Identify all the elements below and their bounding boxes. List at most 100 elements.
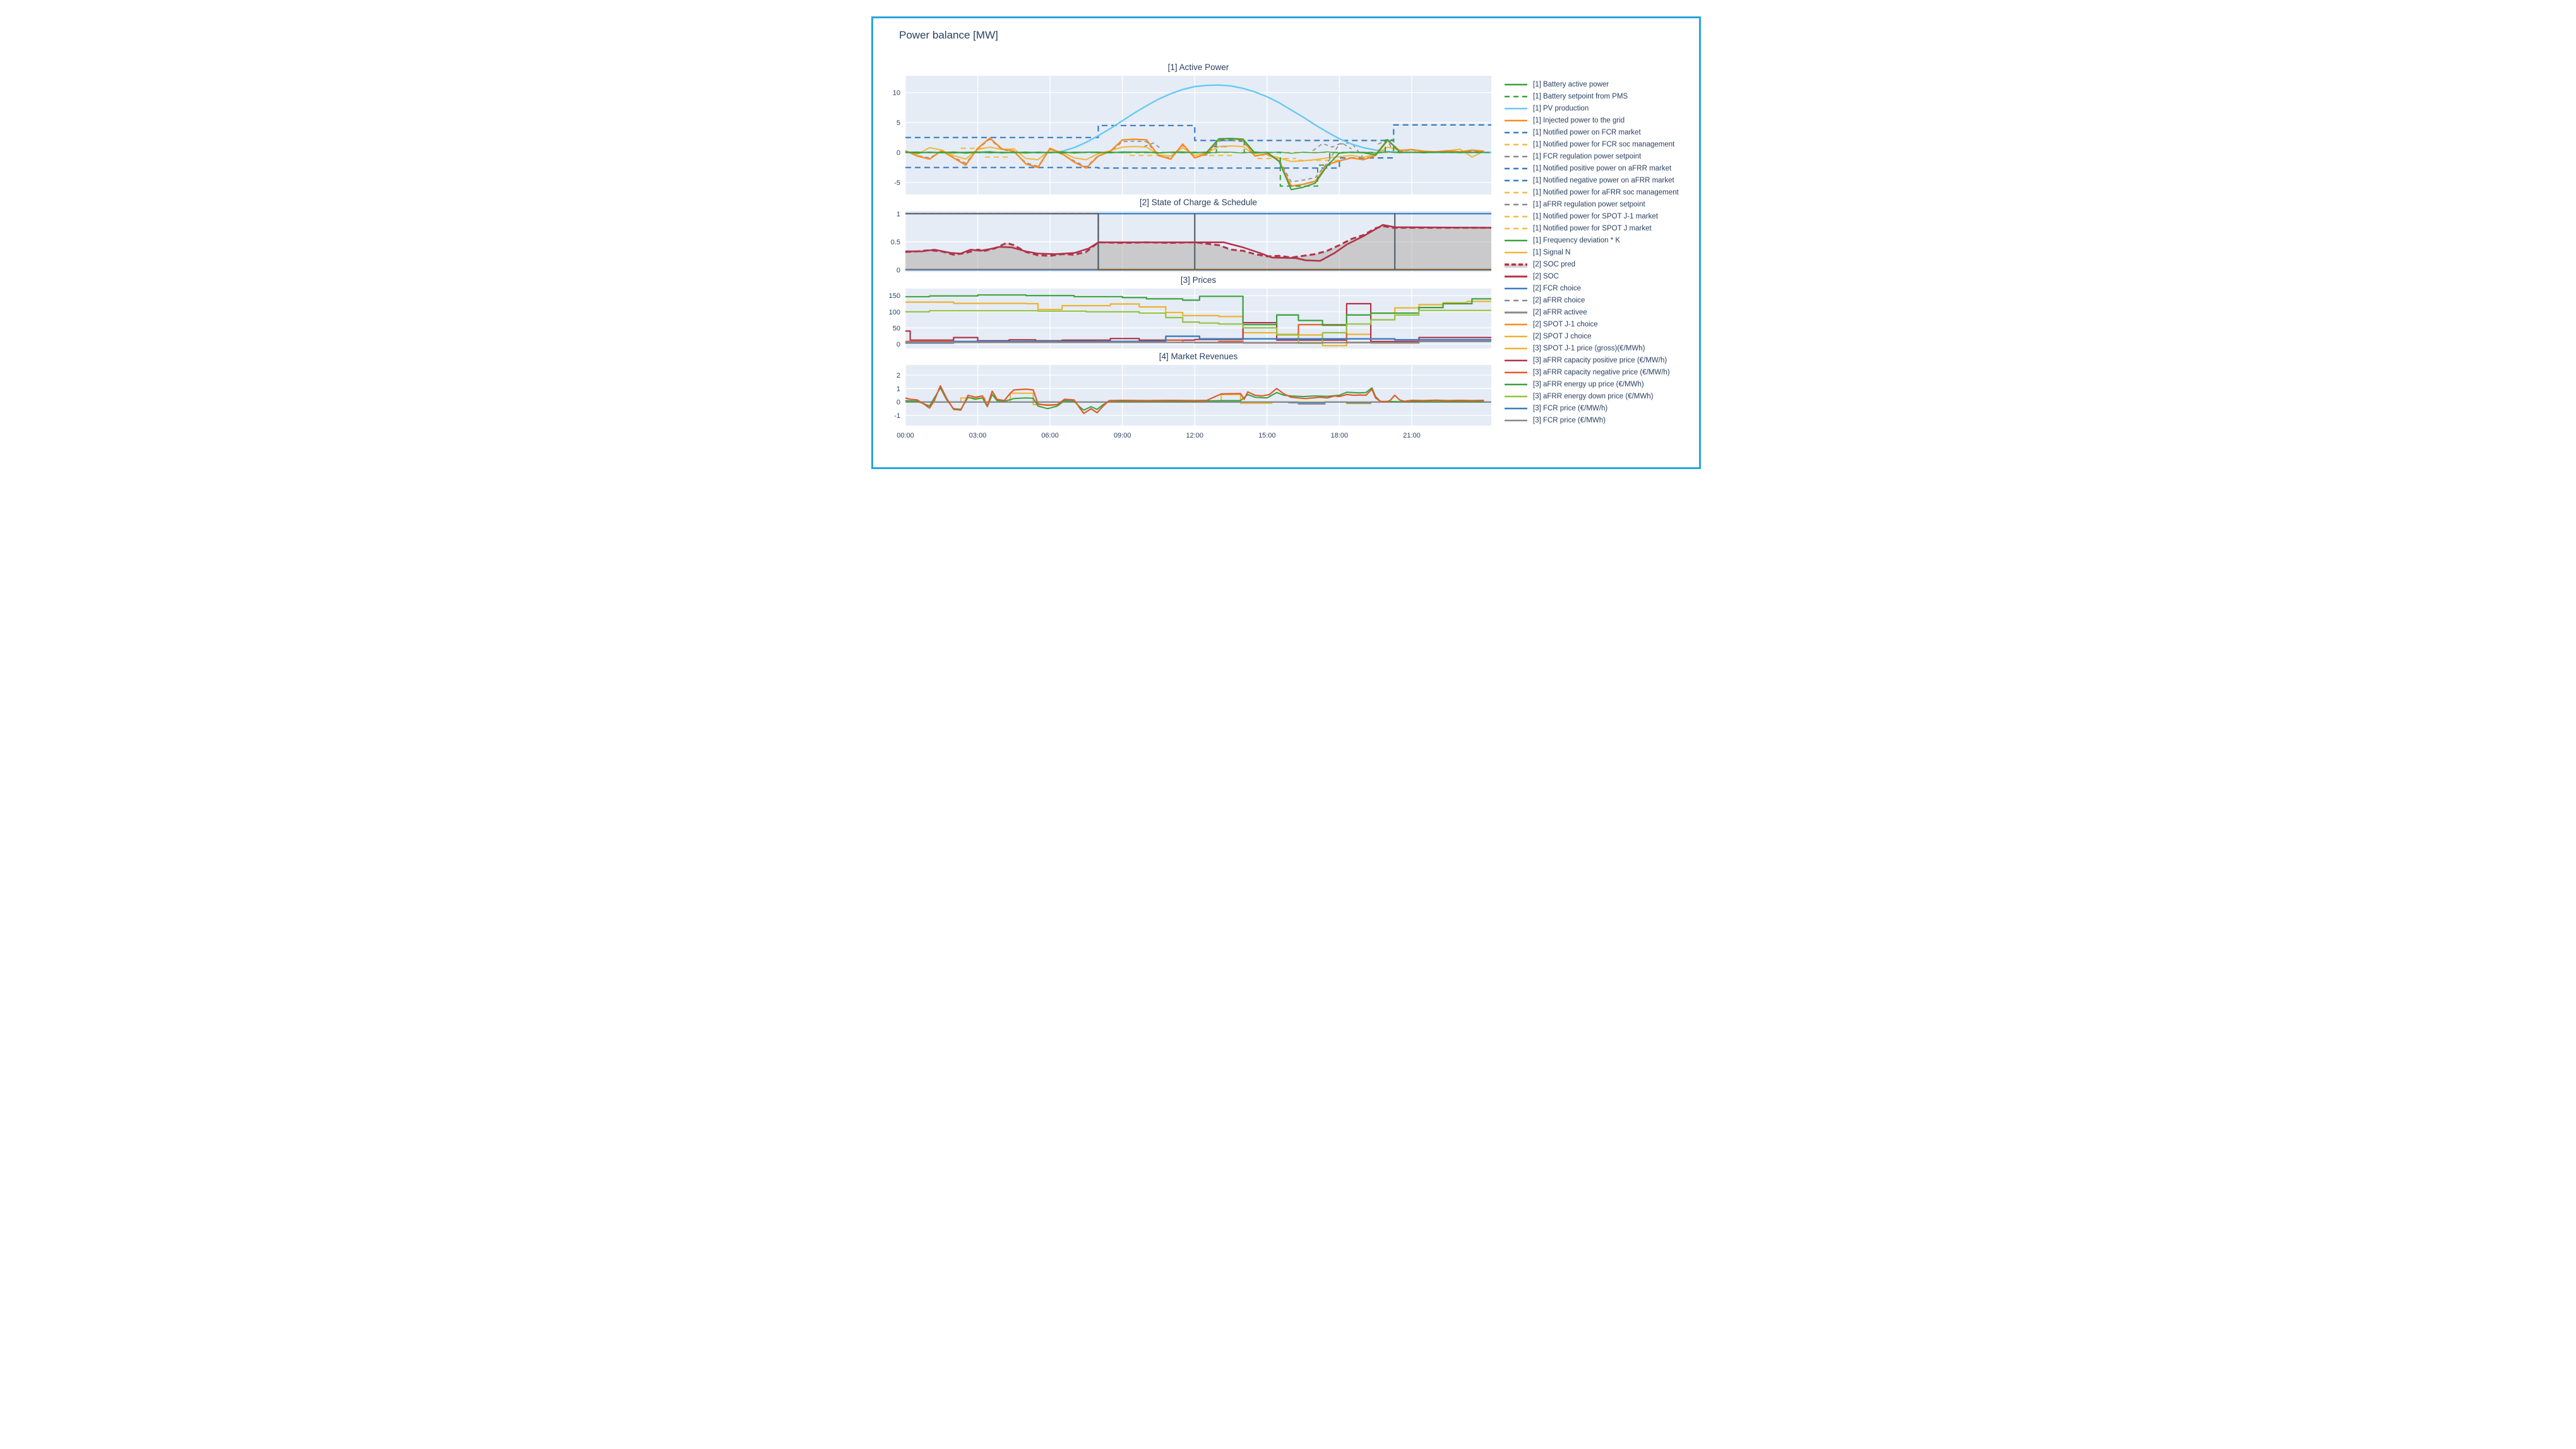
legend-item[interactable]: [1] Frequency deviation * K	[1504, 234, 1679, 246]
legend-line-sample-icon	[1505, 407, 1527, 409]
x-tick-label: 15:00	[1258, 432, 1276, 439]
y-tick-label: 1	[897, 210, 900, 218]
legend-item[interactable]: [3] aFRR energy up price (€/MWh)	[1504, 378, 1679, 390]
subplot-2-plot-area[interactable]: 00.51	[859, 210, 1498, 274]
x-tick-label: 21:00	[1403, 432, 1421, 439]
y-tick-label: 10	[893, 90, 900, 97]
legend-item-label: [2] aFRR choice	[1533, 296, 1585, 304]
legend-item[interactable]: [1] PV production	[1504, 102, 1679, 114]
legend-line-sample-icon	[1505, 371, 1527, 373]
legend-item-label: [1] Notified power for SPOT J-1 market	[1533, 212, 1658, 220]
legend-item[interactable]: [2] SPOT J choice	[1504, 330, 1679, 342]
subplot-active-power: [1] Active Power -5 0 5 10	[859, 63, 1498, 194]
4-fcr-revenue-mwh-trace	[905, 401, 1491, 405]
subplot-3-plot-area[interactable]: 0 50 100 150	[859, 289, 1498, 349]
legend-item[interactable]: [1] Signal N	[1504, 246, 1679, 258]
2-soc-pred-fill	[905, 226, 1491, 270]
power-balance-dashboard: Power balance [MW] [1] Active Power -5 0 5…	[859, 0, 1717, 483]
legend-item-label: [3] aFRR energy up price (€/MWh)	[1533, 380, 1644, 388]
legend-line-sample-icon	[1505, 239, 1527, 241]
legend-item-label: [1] Notified power for SPOT J market	[1533, 224, 1652, 232]
legend-item-label: [2] SOC pred	[1533, 260, 1576, 268]
legend-item-label: [2] SPOT J choice	[1533, 332, 1592, 340]
subplot-1-plot-area[interactable]: -5 0 5 10	[859, 76, 1498, 194]
legend-line-sample-icon	[1505, 83, 1527, 85]
legend-item[interactable]: [2] FCR choice	[1504, 282, 1679, 294]
legend-line-sample-icon	[1505, 323, 1527, 325]
legend-line-sample-icon	[1505, 191, 1527, 193]
legend-item-label: [1] Signal N	[1533, 248, 1571, 256]
legend-item-label: [1] Notified power for FCR soc managemen…	[1533, 140, 1675, 148]
y-tick-label: 150	[889, 292, 900, 300]
legend-item-label: [2] SPOT J-1 choice	[1533, 320, 1598, 328]
legend-item[interactable]: [2] aFRR choice	[1504, 294, 1679, 306]
subplot-4-plot-area[interactable]: -1 0 1 2 00:00 03:00 06:00 09:00 12:00 15:00 18:00…	[859, 365, 1498, 443]
legend-item[interactable]: [2] aFRR activee	[1504, 306, 1679, 318]
legend-item-label: [1] Battery setpoint from PMS	[1533, 92, 1628, 100]
legend-item[interactable]: [1] Notified power for aFRR soc manageme…	[1504, 186, 1679, 198]
legend-line-sample-icon	[1505, 335, 1527, 337]
legend-item-label: [1] Notified negative power on aFRR mark…	[1533, 176, 1674, 184]
3-afrr-energy-down-price-mwh-trace	[905, 309, 1491, 344]
3-fcr-price-mwh-trace	[905, 340, 1491, 343]
y-tick-label: 0	[897, 150, 900, 157]
legend-item[interactable]: [3] aFRR capacity positive price (€/MW/h…	[1504, 354, 1679, 366]
legend-line-sample-icon	[1505, 347, 1527, 349]
y-tick-label: 2	[897, 372, 900, 379]
legend-item[interactable]: [3] SPOT J-1 price (gross)(€/MWh)	[1504, 342, 1679, 354]
legend-item[interactable]: [1] Notified power for SPOT J market	[1504, 222, 1679, 234]
legend-item-label: [3] SPOT J-1 price (gross)(€/MWh)	[1533, 344, 1645, 352]
legend-line-sample-icon	[1505, 95, 1527, 97]
legend-item[interactable]: [1] aFRR regulation power setpoint	[1504, 198, 1679, 210]
legend-item[interactable]: [1] FCR regulation power setpoint	[1504, 150, 1679, 162]
y-tick-label: 0	[897, 341, 900, 349]
legend-item[interactable]: [2] SPOT J-1 choice	[1504, 318, 1679, 330]
subplot-prices: [3] Prices 0 50 100 150	[859, 275, 1498, 349]
y-tick-label: 100	[889, 309, 900, 316]
legend-line-sample-icon	[1505, 275, 1527, 277]
1-frequency-deviation-k-trace	[905, 151, 1484, 154]
subplot-3-title: [3] Prices	[1180, 275, 1217, 285]
subplot-1-title: [1] Active Power	[1167, 63, 1229, 72]
legend-item-label: [1] Notified power for aFRR soc manageme…	[1533, 188, 1679, 196]
y-tick-label: 0	[897, 399, 900, 407]
subplot-state-of-charge: [2] State of Charge & Schedule 0 0.5 1	[859, 198, 1498, 274]
legend-line-sample-icon	[1505, 395, 1527, 397]
legend-item[interactable]: [2] SOC pred	[1504, 258, 1679, 270]
legend-line-sample-icon	[1505, 263, 1527, 268]
legend-item-label: [3] aFRR capacity positive price (€/MW/h…	[1533, 356, 1667, 364]
legend-item[interactable]: [1] Injected power to the grid	[1504, 114, 1679, 126]
y-tick-label: -1	[894, 412, 900, 420]
2-soc-trace	[905, 224, 1492, 262]
legend-item[interactable]: [1] Notified power on FCR market	[1504, 126, 1679, 138]
legend-line-sample-icon	[1505, 251, 1527, 253]
legend-item[interactable]: [3] aFRR capacity negative price (€/MW/h…	[1504, 366, 1679, 378]
legend-item[interactable]: [1] Notified positive power on aFRR mark…	[1504, 162, 1679, 174]
dashboard-frame	[871, 16, 1701, 469]
legend-item[interactable]: [3] FCR price (€/MWh)	[1504, 414, 1679, 426]
y-tick-label: 0	[897, 266, 900, 274]
legend-item[interactable]: [3] aFRR energy down price (€/MWh)	[1504, 390, 1679, 402]
legend-item[interactable]: [1] Notified negative power on aFRR mark…	[1504, 174, 1679, 186]
legend-line-sample-icon	[1505, 131, 1527, 133]
legend-item[interactable]: [1] Notified power for SPOT J-1 market	[1504, 210, 1679, 222]
subplot-market-revenues: [4] Market Revenues -1 0 1 2 00:00 03:00 06:00…	[859, 352, 1498, 443]
x-tick-label: 18:00	[1331, 432, 1349, 439]
legend-item[interactable]: [3] FCR price (€/MW/h)	[1504, 402, 1679, 414]
legend-item[interactable]: [1] Notified power for FCR soc managemen…	[1504, 138, 1679, 150]
legend-item[interactable]: [1] Battery active power	[1504, 78, 1679, 90]
legend-item[interactable]: [2] SOC	[1504, 270, 1679, 282]
legend-line-sample-icon	[1505, 167, 1527, 169]
x-tick-label: 12:00	[1186, 432, 1204, 439]
legend-item-label: [1] Injected power to the grid	[1533, 116, 1625, 124]
legend-line-sample-icon	[1505, 107, 1527, 109]
legend-line-sample-icon	[1505, 311, 1527, 313]
legend-line-sample-icon	[1505, 287, 1527, 289]
legend-item-label: [3] aFRR energy down price (€/MWh)	[1533, 392, 1654, 400]
legend-item[interactable]: [1] Battery setpoint from PMS	[1504, 90, 1679, 102]
x-tick-label: 09:00	[1114, 432, 1131, 439]
legend-line-sample-icon	[1505, 299, 1527, 301]
1-pv-production-trace	[905, 84, 1492, 153]
legend-line-sample-icon	[1505, 359, 1527, 361]
legend-fill-band	[1505, 263, 1527, 268]
